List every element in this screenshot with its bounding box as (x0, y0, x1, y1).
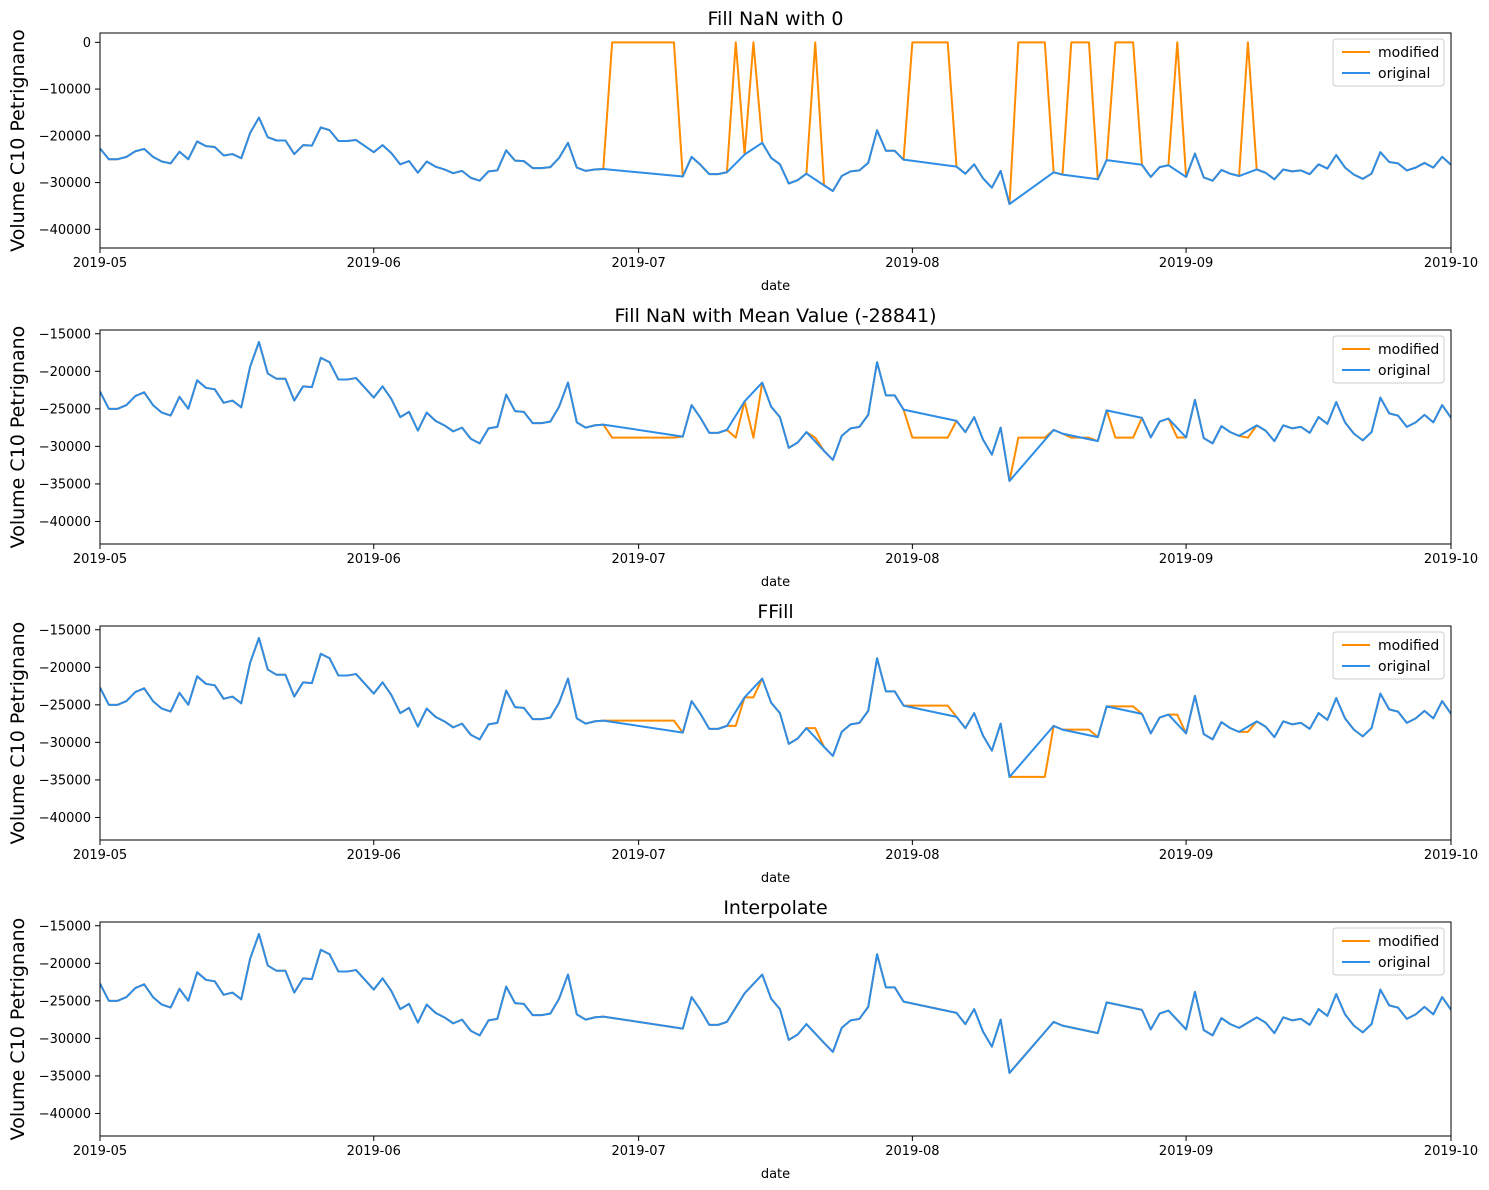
y-tick-label: −30000 (39, 440, 91, 455)
y-tick-label: −40000 (39, 811, 91, 826)
legend: modified original (1332, 38, 1445, 87)
series-original-line (100, 637, 1451, 778)
x-tick-label: 2019-06 (347, 1144, 401, 1159)
series-original-line (100, 933, 1451, 1074)
x-axis-label: date (761, 871, 790, 886)
y-tick-label: −15000 (39, 623, 91, 638)
y-tick-label: 0 (83, 36, 91, 51)
y-tick-label: −40000 (39, 223, 91, 238)
x-tick-label: 2019-07 (611, 256, 665, 271)
series-modified-line (100, 637, 1451, 778)
y-tick-label: −25000 (39, 994, 91, 1009)
x-tick-label: 2019-07 (611, 848, 665, 863)
y-tick-label: −20000 (39, 661, 91, 676)
x-tick-label: 2019-10 (1424, 256, 1478, 271)
x-tick-label: 2019-06 (347, 848, 401, 863)
x-axis-label: date (761, 575, 790, 590)
chart-title: Fill NaN with 0 (708, 8, 844, 30)
x-axis-label: date (761, 279, 790, 294)
y-tick-label: −40000 (39, 515, 91, 530)
y-tick-label: −15000 (39, 327, 91, 342)
series-group (100, 933, 1451, 1074)
legend-box (1332, 38, 1445, 87)
legend: modified original (1332, 927, 1445, 976)
legend-modified-label: modified (1378, 342, 1439, 358)
axes-frame (99, 329, 1452, 545)
x-tick-label: 2019-09 (1159, 848, 1213, 863)
y-tick-label: −30000 (39, 1032, 91, 1047)
y-tick-label: −35000 (39, 773, 91, 788)
series-original-line (100, 341, 1451, 482)
x-tick-label: 2019-05 (73, 1144, 127, 1159)
series-modified-line (100, 41, 1451, 206)
legend-box (1332, 927, 1445, 976)
y-tick-label: −25000 (39, 698, 91, 713)
legend-box (1332, 631, 1445, 680)
x-tick-label: 2019-08 (885, 1144, 939, 1159)
x-tick-label: 2019-09 (1159, 552, 1213, 567)
y-tick-label: −40000 (39, 1107, 91, 1122)
axes-frame (99, 32, 1452, 249)
y-tick-label: −15000 (39, 919, 91, 934)
y-axis-label: Volume C10 Petrignano (7, 918, 29, 1141)
x-tick-label: 2019-10 (1424, 552, 1478, 567)
x-tick-label: 2019-06 (347, 256, 401, 271)
x-tick-label: 2019-08 (885, 256, 939, 271)
x-tick-label: 2019-05 (73, 552, 127, 567)
x-tick-label: 2019-08 (885, 552, 939, 567)
x-tick-label: 2019-09 (1159, 256, 1213, 271)
y-tick-label: −20000 (39, 129, 91, 144)
legend-original-label: original (1378, 659, 1430, 675)
legend: modified original (1332, 631, 1445, 680)
axes-frame (99, 921, 1452, 1137)
x-tick-label: 2019-07 (611, 552, 665, 567)
subplot-3: −15000 −20000 −25000 −30000 −35000 −40000 2019… (7, 601, 1478, 886)
legend-modified-label: modified (1378, 45, 1439, 61)
x-tick-label: 2019-07 (611, 1144, 665, 1159)
x-tick-label: 2019-10 (1424, 848, 1478, 863)
axes-frame (99, 625, 1452, 841)
subplot-2: −15000 −20000 −25000 −30000 −35000 −40000 2019… (7, 305, 1478, 590)
y-tick-label: −20000 (39, 957, 91, 972)
chart-title: FFill (757, 601, 793, 623)
series-group (100, 637, 1451, 778)
y-tick-label: −30000 (39, 736, 91, 751)
series-group (100, 41, 1451, 206)
x-tick-label: 2019-05 (73, 256, 127, 271)
legend-original-label: original (1378, 363, 1430, 379)
subplot-4: −15000 −20000 −25000 −30000 −35000 −40000 2019… (7, 897, 1478, 1182)
legend: modified original (1332, 335, 1445, 384)
y-axis-label: Volume C10 Petrignano (7, 29, 29, 252)
legend-modified-label: modified (1378, 638, 1439, 654)
subplot-1: 0 −10000 −20000 −30000 −40000 2019-05 2019-06 2… (7, 8, 1478, 294)
legend-original-label: original (1378, 66, 1430, 82)
x-tick-label: 2019-10 (1424, 1144, 1478, 1159)
y-tick-label: −30000 (39, 176, 91, 191)
y-axis-label: Volume C10 Petrignano (7, 326, 29, 549)
series-modified-line (100, 341, 1451, 482)
x-tick-label: 2019-05 (73, 848, 127, 863)
chart-title: Fill NaN with Mean Value (-28841) (614, 305, 936, 327)
x-tick-label: 2019-08 (885, 848, 939, 863)
series-group (100, 341, 1451, 482)
x-tick-label: 2019-06 (347, 552, 401, 567)
x-axis-label: date (761, 1167, 790, 1182)
y-tick-label: −35000 (39, 477, 91, 492)
y-tick-label: −20000 (39, 365, 91, 380)
legend-modified-label: modified (1378, 934, 1439, 950)
chart-title: Interpolate (723, 897, 827, 919)
series-modified-line (100, 933, 1451, 1074)
y-tick-label: −35000 (39, 1069, 91, 1084)
series-original-line (100, 116, 1451, 206)
y-tick-label: −10000 (39, 83, 91, 98)
legend-original-label: original (1378, 955, 1430, 971)
legend-box (1332, 335, 1445, 384)
y-tick-label: −25000 (39, 402, 91, 417)
x-tick-label: 2019-09 (1159, 1144, 1213, 1159)
y-axis-label: Volume C10 Petrignano (7, 622, 29, 845)
